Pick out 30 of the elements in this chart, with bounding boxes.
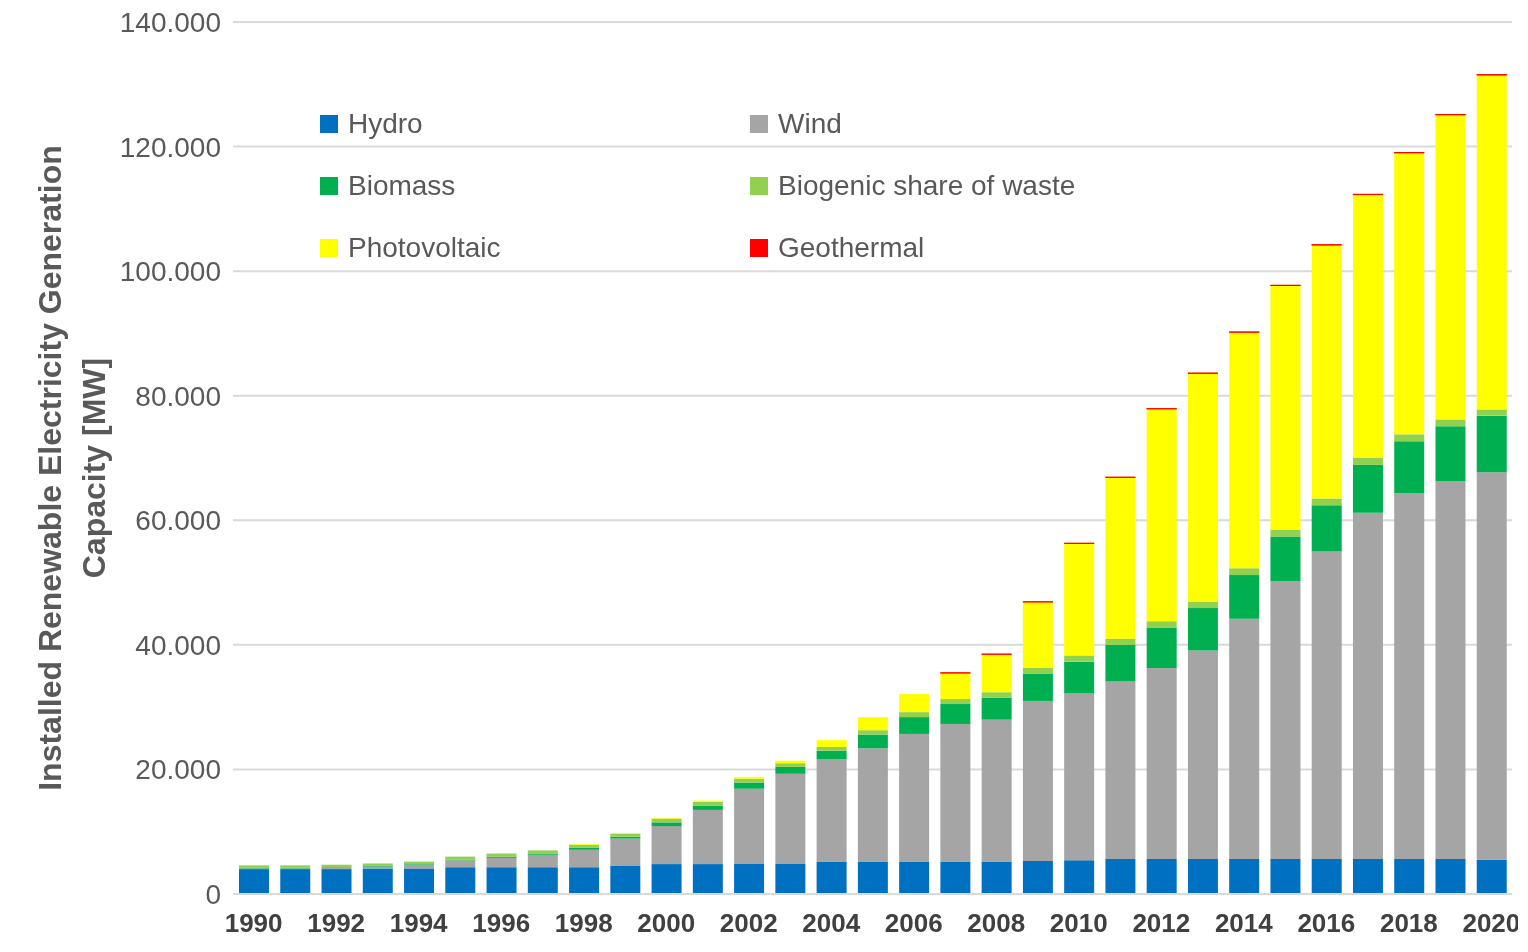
x-tick-label: 2018 <box>1379 908 1438 939</box>
legend-label: Wind <box>778 108 842 140</box>
x-tick-label: 1994 <box>389 908 449 939</box>
x-tick-label: 2002 <box>719 908 778 939</box>
legend-label: Hydro <box>348 108 423 140</box>
x-tick-label: 2004 <box>802 908 861 939</box>
y-axis-title: Installed Renewable Electricity Generation Capacity [MW] <box>32 145 112 791</box>
x-tick-label: 2010 <box>1049 908 1108 939</box>
x-tick-label: 2000 <box>637 908 696 939</box>
x-tick-label: 1990 <box>224 908 283 939</box>
legend-label: Biogenic share of waste <box>778 170 1076 202</box>
x-tick-label: 2016 <box>1297 908 1356 939</box>
y-tick-label: 120.000 <box>119 131 221 163</box>
legend-label: Geothermal <box>778 232 925 264</box>
x-tick-label: 2014 <box>1214 908 1274 939</box>
y-tick-label: 100.000 <box>119 256 221 288</box>
x-tick-label: 1998 <box>554 908 613 939</box>
x-tick-label: 1992 <box>307 908 366 939</box>
y-tick-label: 20.000 <box>135 754 221 786</box>
y-tick-label: 60.000 <box>135 505 221 537</box>
y-tick-label: 140.000 <box>119 6 221 38</box>
y-tick-label: 80.000 <box>135 380 221 412</box>
legend-label: Biomass <box>348 170 456 202</box>
y-tick-label: 40.000 <box>135 629 221 661</box>
x-tick-label: 1996 <box>472 908 531 939</box>
legend-label: Photovoltaic <box>348 232 501 264</box>
x-tick-label: 2006 <box>884 908 943 939</box>
x-tick-label: 2008 <box>967 908 1026 939</box>
x-tick-label: 2012 <box>1132 908 1191 939</box>
y-tick-label: 0 <box>205 878 221 910</box>
